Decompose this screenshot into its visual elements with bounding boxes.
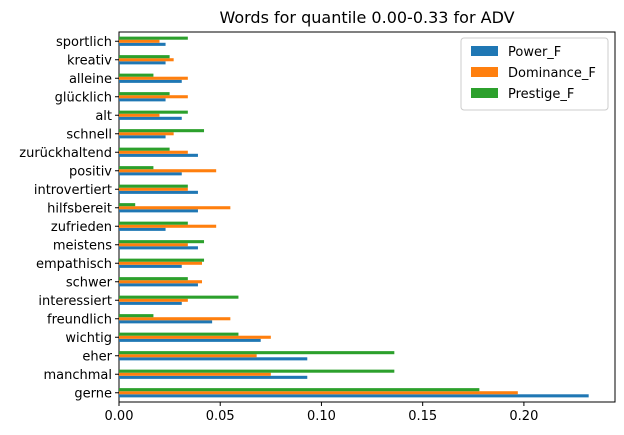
- y-tick-label: introvertiert: [34, 183, 112, 198]
- legend-swatch-dominance-f: [471, 67, 498, 77]
- bar-dominance-f-3: [119, 335, 271, 339]
- x-tick-label: 0.20: [509, 409, 538, 424]
- bar-power-f-9: [119, 227, 166, 231]
- bar-dominance-f-11: [119, 187, 188, 191]
- bar-prestige-f-3: [119, 332, 239, 336]
- y-tick-label: sportlich: [56, 35, 112, 50]
- legend-swatch-power-f: [471, 46, 498, 56]
- legend-label-prestige-f: Prestige_F: [508, 87, 574, 102]
- legend: Power_F Dominance_F Prestige_F: [460, 37, 609, 111]
- y-tick-label: schnell: [66, 127, 112, 142]
- y-tick-label: manchmal: [44, 368, 113, 383]
- bar-prestige-f-11: [119, 184, 188, 188]
- bar-prestige-f-9: [119, 221, 188, 225]
- bar-prestige-f-13: [119, 147, 170, 151]
- bar-dominance-f-14: [119, 132, 174, 136]
- bar-prestige-f-8: [119, 240, 205, 244]
- bar-prestige-f-17: [119, 73, 154, 77]
- bar-prestige-f-12: [119, 166, 154, 170]
- bar-prestige-f-0: [119, 388, 480, 392]
- bar-power-f-13: [119, 153, 198, 157]
- bars-group: [119, 36, 589, 398]
- bar-power-f-3: [119, 338, 261, 342]
- x-tick-label: 0.10: [307, 409, 336, 424]
- bar-prestige-f-7: [119, 258, 205, 262]
- y-axis: gerne manchmal eher wichtig freundlich intere…: [19, 35, 119, 401]
- bar-dominance-f-0: [119, 391, 518, 395]
- bar-dominance-f-5: [119, 298, 188, 302]
- y-tick-label: zufrieden: [51, 220, 112, 235]
- bar-dominance-f-19: [119, 39, 160, 43]
- bar-power-f-6: [119, 283, 198, 287]
- y-tick-label: empathisch: [36, 257, 112, 272]
- bar-dominance-f-6: [119, 280, 203, 284]
- bar-dominance-f-13: [119, 150, 188, 154]
- bar-dominance-f-1: [119, 372, 271, 376]
- chart-title: Words for quantile 0.00-0.33 for ADV: [219, 8, 514, 27]
- bar-power-f-17: [119, 79, 182, 83]
- y-tick-label: glücklich: [55, 90, 112, 105]
- bar-prestige-f-2: [119, 351, 395, 355]
- bar-dominance-f-17: [119, 76, 188, 80]
- y-tick-label: meistens: [53, 238, 112, 253]
- bar-dominance-f-18: [119, 58, 174, 62]
- bar-prestige-f-10: [119, 203, 136, 207]
- bar-dominance-f-16: [119, 95, 188, 99]
- bar-dominance-f-2: [119, 354, 257, 358]
- x-axis: 0.00 0.05 0.10 0.15 0.20: [105, 402, 538, 424]
- bar-power-f-2: [119, 357, 308, 361]
- bar-dominance-f-7: [119, 261, 203, 265]
- bar-power-f-11: [119, 190, 198, 194]
- bar-dominance-f-9: [119, 224, 217, 228]
- y-tick-label: freundlich: [47, 312, 112, 327]
- bar-power-f-4: [119, 320, 213, 324]
- bar-prestige-f-16: [119, 92, 170, 96]
- y-tick-label: hilfsbereit: [47, 201, 112, 216]
- bar-power-f-15: [119, 116, 182, 120]
- bar-dominance-f-8: [119, 243, 188, 247]
- bar-power-f-19: [119, 42, 166, 46]
- bar-power-f-0: [119, 394, 589, 398]
- bar-prestige-f-1: [119, 369, 395, 373]
- legend-swatch-prestige-f: [471, 88, 498, 98]
- x-tick-label: 0.15: [408, 409, 437, 424]
- bar-prestige-f-15: [119, 110, 188, 114]
- bar-power-f-12: [119, 172, 182, 176]
- bar-power-f-8: [119, 246, 198, 250]
- y-tick-label: positiv: [69, 164, 112, 179]
- legend-label-dominance-f: Dominance_F: [508, 66, 596, 81]
- y-tick-label: kreativ: [67, 53, 112, 68]
- bar-power-f-10: [119, 209, 198, 213]
- bar-prestige-f-5: [119, 295, 239, 299]
- x-tick-label: 0.00: [105, 409, 134, 424]
- y-tick-label: eher: [82, 349, 112, 364]
- bar-dominance-f-10: [119, 206, 231, 210]
- bar-dominance-f-4: [119, 317, 231, 321]
- y-tick-label: schwer: [66, 275, 113, 290]
- bar-dominance-f-15: [119, 113, 160, 117]
- y-tick-label: alt: [95, 109, 112, 124]
- y-tick-label: zurückhaltend: [19, 146, 112, 161]
- bar-power-f-5: [119, 301, 182, 305]
- bar-prestige-f-6: [119, 277, 188, 281]
- y-tick-label: interessiert: [38, 294, 112, 309]
- bar-power-f-18: [119, 61, 166, 65]
- legend-label-power-f: Power_F: [508, 45, 561, 60]
- plot-frame: [118, 31, 616, 403]
- bar-prestige-f-18: [119, 55, 170, 59]
- y-tick-label: wichtig: [65, 331, 112, 346]
- bar-prestige-f-4: [119, 314, 154, 318]
- bar-power-f-7: [119, 264, 182, 268]
- bar-power-f-14: [119, 135, 166, 139]
- bar-prestige-f-14: [119, 129, 205, 133]
- bar-dominance-f-12: [119, 169, 217, 173]
- x-tick-label: 0.05: [206, 409, 235, 424]
- y-tick-label: gerne: [74, 386, 112, 401]
- bar-prestige-f-19: [119, 36, 188, 40]
- bar-power-f-16: [119, 98, 166, 102]
- y-tick-label: alleine: [69, 72, 112, 87]
- bar-power-f-1: [119, 375, 308, 379]
